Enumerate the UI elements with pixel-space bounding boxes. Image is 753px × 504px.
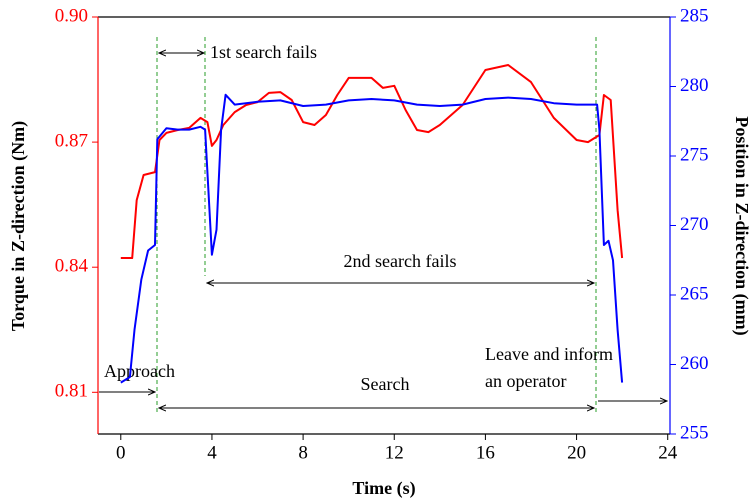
annotation: 1st search fails [210, 42, 317, 62]
annotation: an operator [485, 371, 566, 391]
annotation: 2nd search fails [344, 251, 457, 271]
x-tick-label: 16 [476, 442, 495, 463]
x-tick-label: 12 [385, 442, 404, 463]
y-axis-label: Torque in Z-direction (Nm) [8, 121, 29, 331]
y2-tick-label: 275 [680, 144, 709, 165]
x-tick-label: 24 [658, 442, 678, 463]
y2-axis-label: Position in Z-direction (mm) [731, 116, 752, 335]
annotation: Search [361, 374, 410, 394]
y-tick-label: 0.81 [55, 381, 88, 402]
annotation: Approach [104, 361, 175, 381]
annotation: Leave and inform [485, 344, 613, 364]
y-tick-label: 0.90 [55, 5, 88, 26]
x-tick-label: 20 [567, 442, 586, 463]
series-line [120, 64, 624, 259]
x-tick-label: 4 [207, 442, 217, 463]
y-tick-label: 0.84 [55, 256, 89, 277]
series-line [120, 93, 624, 384]
y2-tick-label: 260 [680, 353, 709, 374]
y-tick-label: 0.87 [55, 130, 88, 151]
y2-tick-label: 270 [680, 214, 709, 235]
phase-markers [156, 37, 597, 412]
y2-tick-label: 255 [680, 422, 709, 443]
x-axis-label: Time (s) [352, 478, 415, 499]
y2-tick-label: 285 [680, 5, 709, 26]
x-tick-label: 8 [298, 442, 308, 463]
y2-tick-label: 280 [680, 75, 709, 96]
x-tick-label: 0 [116, 442, 126, 463]
arrows [99, 53, 667, 408]
y2-tick-label: 265 [680, 283, 709, 304]
